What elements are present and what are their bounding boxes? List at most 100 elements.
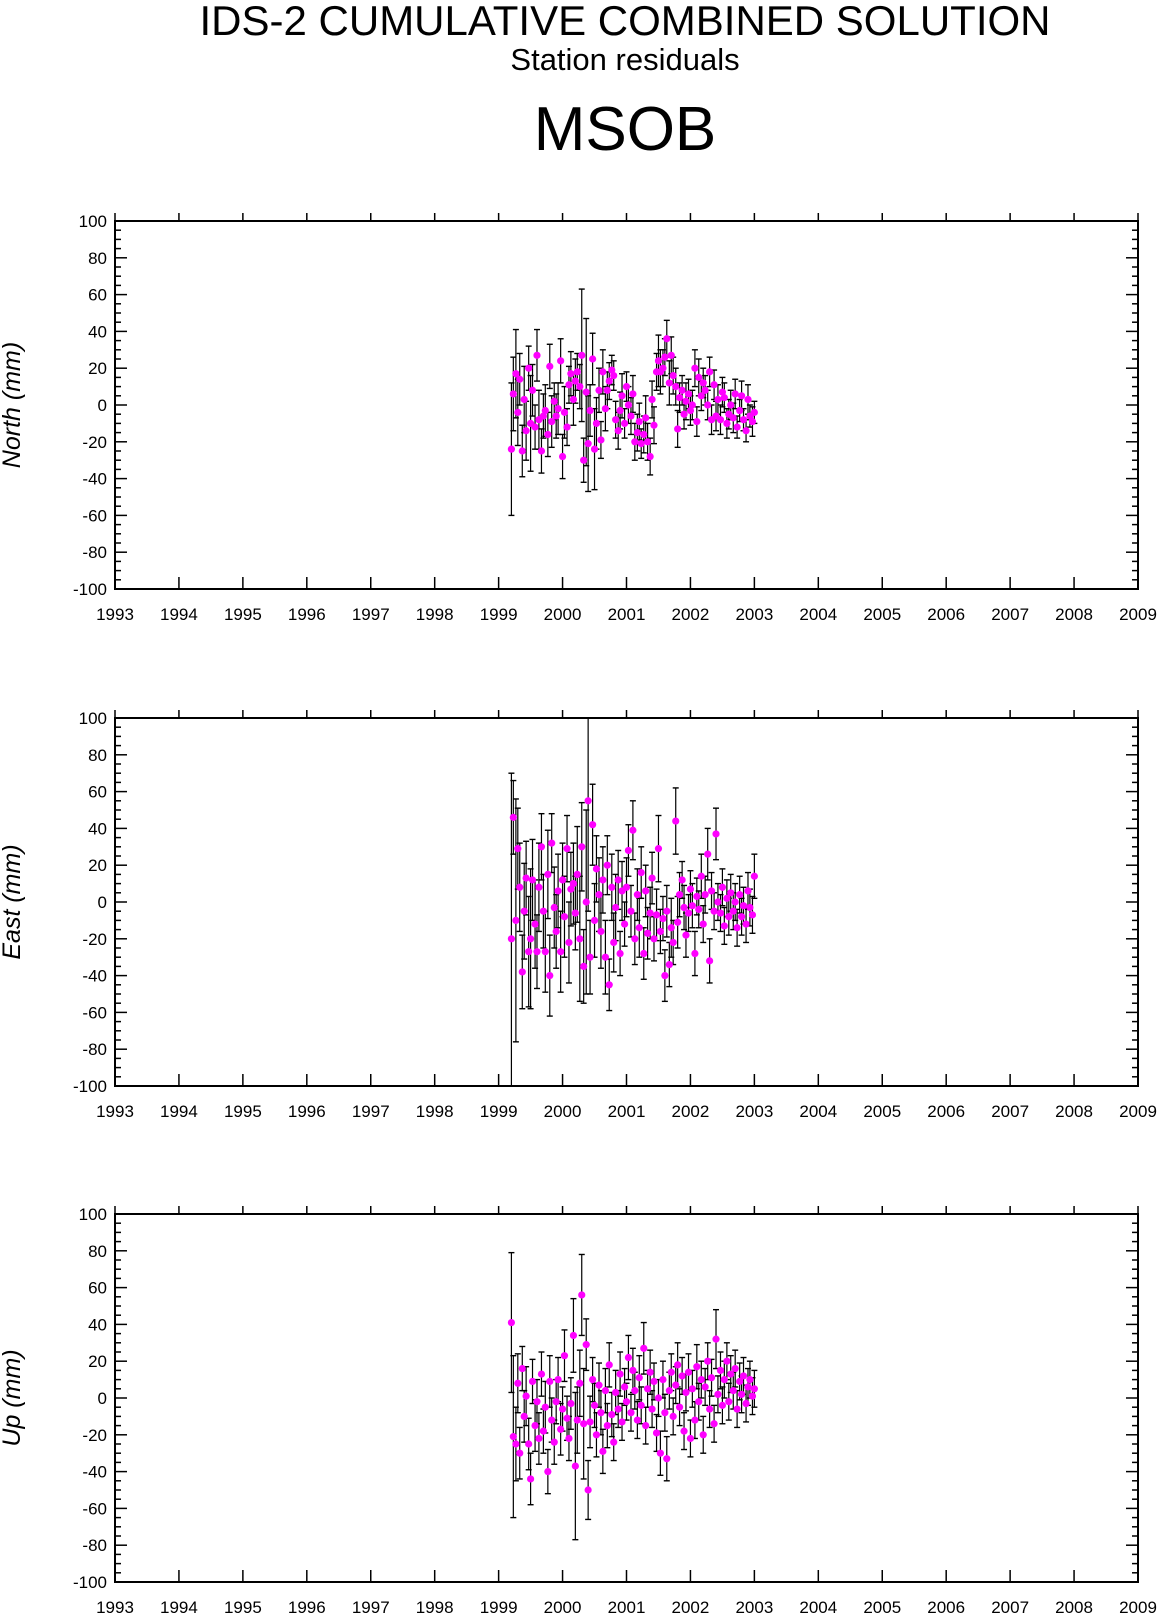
x-tick-label: 1995 — [224, 605, 262, 624]
data-point — [616, 406, 624, 415]
data-point — [707, 1374, 716, 1382]
x-tick-label: 2004 — [799, 1598, 837, 1617]
data-point — [650, 935, 658, 943]
data-point — [531, 423, 539, 431]
data-point — [599, 368, 607, 376]
data-point — [586, 406, 594, 415]
data-point — [541, 1403, 549, 1411]
data-point — [516, 375, 524, 383]
data-point — [558, 1405, 567, 1413]
x-tick-label: 1996 — [288, 605, 326, 624]
y-tick-label: 80 — [88, 249, 107, 268]
data-point — [697, 872, 705, 880]
data-point — [590, 916, 599, 925]
y-tick-label: 80 — [88, 746, 107, 765]
data-point — [718, 883, 727, 891]
data-point — [554, 1376, 562, 1384]
data-point — [554, 405, 562, 413]
data-point — [723, 1357, 731, 1365]
data-point — [667, 1368, 675, 1376]
y-tick-label: -80 — [82, 1040, 107, 1059]
data-point — [576, 935, 584, 943]
data-point — [643, 929, 652, 937]
x-tick-label: 1999 — [480, 1598, 518, 1617]
data-point — [526, 935, 535, 943]
data-point — [729, 1387, 737, 1395]
data-point — [748, 417, 757, 426]
data-point — [605, 377, 613, 385]
y-tick-label: 100 — [79, 212, 107, 231]
x-tick-label: 1999 — [480, 605, 518, 624]
data-point — [674, 425, 682, 433]
data-point — [610, 1438, 618, 1446]
data-point — [592, 865, 601, 873]
data-point — [684, 909, 693, 917]
data-point — [590, 445, 599, 453]
data-point — [571, 909, 579, 917]
data-point — [569, 395, 578, 404]
data-point — [637, 868, 645, 877]
data-point — [509, 390, 517, 398]
data-point — [646, 452, 654, 461]
x-tick-label: 2006 — [927, 1102, 965, 1121]
data-point — [706, 957, 714, 965]
data-point — [686, 885, 695, 893]
data-point — [720, 394, 728, 402]
x-tick-label: 2008 — [1055, 1598, 1093, 1617]
data-point — [612, 1388, 620, 1397]
x-tick-label: 1997 — [352, 1102, 390, 1121]
x-tick-label: 2007 — [991, 1102, 1029, 1121]
y-axis-label: North (mm) — [0, 342, 26, 468]
data-point — [699, 1431, 707, 1439]
data-point — [599, 1447, 607, 1455]
data-point — [589, 355, 597, 363]
x-tick-label: 2002 — [672, 1102, 710, 1121]
data-point — [697, 1376, 705, 1384]
data-point — [691, 1416, 699, 1424]
data-point — [716, 909, 725, 917]
data-point — [595, 386, 603, 394]
data-point — [663, 1455, 671, 1463]
data-point — [576, 1379, 584, 1387]
data-point — [675, 1403, 684, 1411]
y-tick-label: -20 — [82, 930, 107, 949]
data-point — [610, 938, 618, 947]
data-point — [589, 821, 597, 829]
data-point — [718, 388, 727, 396]
data-point — [723, 894, 731, 902]
data-point — [712, 830, 720, 838]
data-point — [614, 427, 622, 435]
y-tick-label: -20 — [82, 433, 107, 452]
data-point — [514, 845, 522, 853]
data-point — [520, 395, 528, 404]
y-tick-label: 20 — [88, 856, 107, 875]
data-point — [550, 903, 558, 912]
data-point — [725, 1398, 733, 1406]
x-tick-label: 2000 — [544, 1598, 582, 1617]
data-point — [558, 452, 567, 461]
data-point — [528, 386, 537, 394]
data-point — [612, 903, 620, 912]
x-tick-label: 1997 — [352, 605, 390, 624]
x-tick-label: 2005 — [863, 1102, 901, 1121]
data-point — [684, 1368, 693, 1376]
data-point — [714, 898, 722, 906]
data-point — [522, 1392, 530, 1400]
data-point — [737, 913, 746, 921]
data-point — [672, 383, 680, 391]
x-tick-label: 2006 — [927, 605, 965, 624]
x-tick-label: 1994 — [160, 1598, 198, 1617]
data-point — [650, 1377, 658, 1386]
data-point — [557, 948, 565, 956]
data-point — [706, 1405, 714, 1413]
data-point — [509, 813, 517, 821]
data-point — [688, 1385, 696, 1393]
y-tick-label: 0 — [98, 396, 107, 415]
data-point — [603, 1422, 611, 1430]
data-point — [716, 416, 725, 424]
data-point — [710, 381, 718, 389]
data-point — [684, 390, 693, 398]
data-point — [578, 843, 586, 851]
data-point — [635, 1374, 643, 1382]
data-point — [582, 898, 590, 906]
